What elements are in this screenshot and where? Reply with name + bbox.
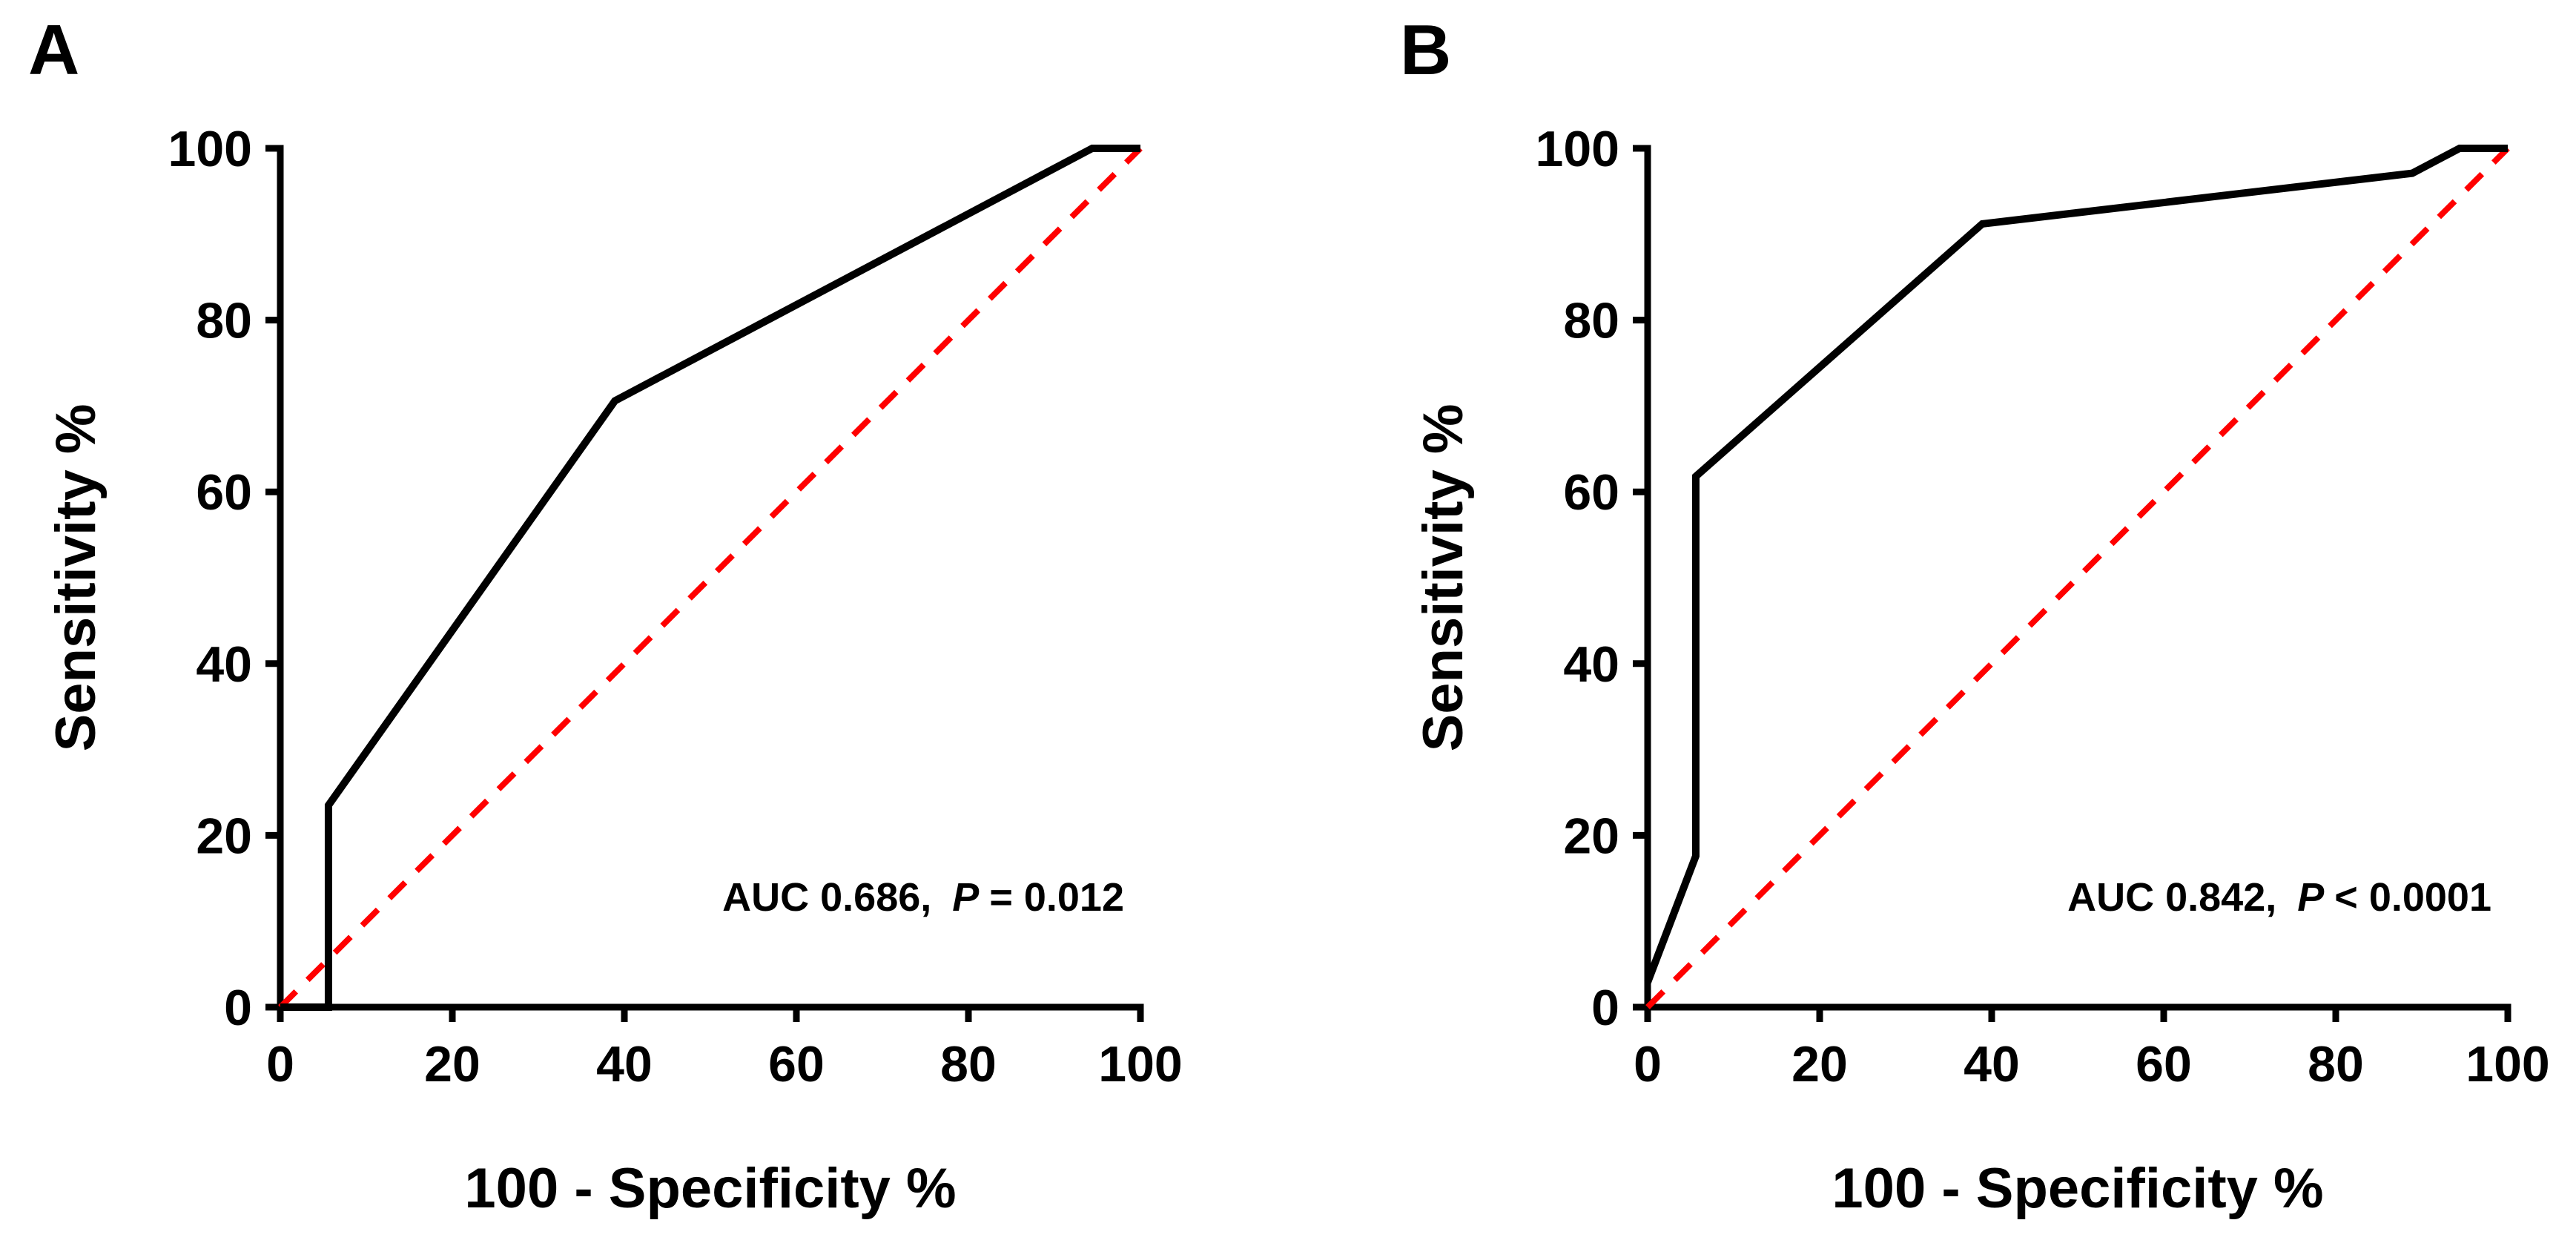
auc-text: AUC 0.842, — [2067, 875, 2276, 920]
y-tick-label: 20 — [1563, 808, 1619, 864]
y-axis-title: Sensitivity % — [44, 404, 108, 752]
y-tick-label: 0 — [224, 980, 252, 1036]
x-tick-label: 80 — [940, 1036, 997, 1092]
roc-panel-a: A 0 20 40 60 80 100 0 20 40 60 80 100 100 - Specifici… — [28, 10, 1183, 1220]
y-tick-label: 60 — [196, 464, 252, 521]
auc-text: AUC 0.686, — [722, 875, 931, 920]
x-axis-title: 100 - Specificity % — [1832, 1157, 2323, 1220]
x-tick-label: 40 — [596, 1036, 653, 1092]
panel-label: B — [1400, 10, 1451, 90]
x-tick-label: 20 — [1791, 1036, 1848, 1092]
reference-line — [278, 146, 1143, 1009]
panel-label: A — [28, 10, 79, 90]
p-value: < 0.0001 — [2334, 875, 2491, 920]
y-tick-label: 20 — [196, 808, 252, 864]
p-value: = 0.012 — [989, 875, 1124, 920]
y-tick-label: 0 — [1591, 980, 1619, 1036]
x-tick-label: 100 — [2466, 1036, 2549, 1092]
y-tick-label: 40 — [196, 636, 252, 693]
auc-annotation: AUC 0.686, P = 0.012 — [722, 875, 1124, 920]
x-tick-label: 100 — [1098, 1036, 1182, 1092]
x-tick-label: 40 — [1964, 1036, 2020, 1092]
p-symbol: P — [2297, 875, 2325, 920]
x-tick-label: 0 — [266, 1036, 294, 1092]
y-tick-label: 40 — [1563, 636, 1619, 693]
x-tick-label: 60 — [768, 1036, 825, 1092]
roc-curve — [280, 145, 1140, 1011]
y-tick-label: 100 — [1536, 121, 1619, 177]
y-tick-label: 100 — [168, 121, 252, 177]
x-tick-label: 80 — [2308, 1036, 2364, 1092]
y-tick-label: 80 — [196, 293, 252, 349]
x-tick-label: 60 — [2136, 1036, 2192, 1092]
y-tick-label: 80 — [1563, 293, 1619, 349]
auc-annotation: AUC 0.842, P < 0.0001 — [2067, 875, 2491, 920]
x-tick-label: 20 — [424, 1036, 480, 1092]
roc-curve — [1644, 145, 2508, 984]
y-tick-label: 60 — [1563, 464, 1619, 521]
p-symbol: P — [952, 875, 980, 920]
y-axis-title: Sensitivity % — [1412, 404, 1475, 752]
reference-line — [1645, 146, 2510, 1009]
roc-panel-b: B 0 20 40 60 80 100 0 20 40 60 80 100 100 - Specifici… — [1400, 10, 2550, 1220]
x-tick-label: 0 — [1634, 1036, 1662, 1092]
x-axis-title: 100 - Specificity % — [464, 1157, 956, 1220]
